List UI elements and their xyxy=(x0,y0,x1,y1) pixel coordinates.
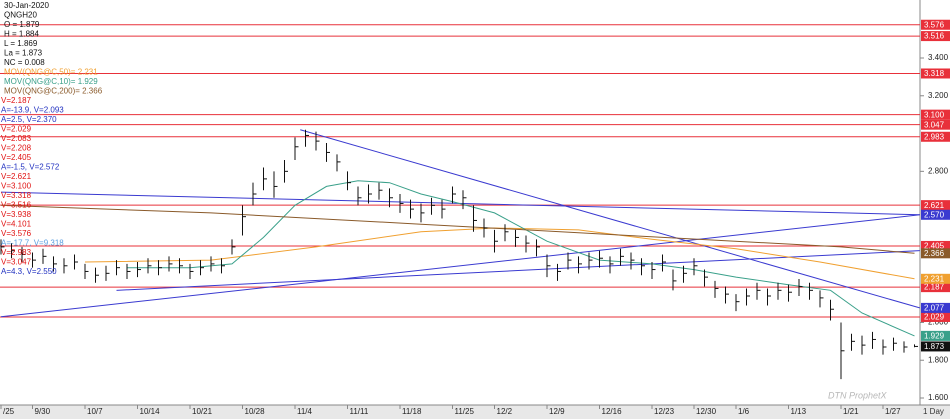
price-label-box xyxy=(921,109,950,120)
x-tick-label: 12/23 xyxy=(654,407,675,416)
price-label: 3.318 xyxy=(924,69,945,78)
price-label-box xyxy=(921,131,950,142)
y-tick-label: 1.600 xyxy=(928,393,949,402)
drawing-annotation: V=2.621 xyxy=(1,172,32,181)
drawing-annotation: A=-1.5, V=2.572 xyxy=(1,163,60,172)
trendline xyxy=(116,250,920,291)
watermark: DTN ProphetX xyxy=(828,390,888,400)
drawing-annotation: V=2.029 xyxy=(1,125,32,134)
price-label: 3.047 xyxy=(924,120,945,129)
price-label-box xyxy=(921,330,950,341)
drawing-annotation: A=2.5, V=2.370 xyxy=(1,115,57,124)
drawing-annotation: V=3.576 xyxy=(1,229,32,238)
drawing-annotation: V=2.405 xyxy=(1,153,32,162)
x-tick-label: /25 xyxy=(3,407,15,416)
price-label-box xyxy=(921,209,950,220)
price-label-box xyxy=(921,119,950,130)
drawing-annotation: V=2.208 xyxy=(1,144,32,153)
y-tick-label: 3.200 xyxy=(928,91,949,100)
x-tick-label: 11/4 xyxy=(297,407,313,416)
drawing-annotation: V=3.047 xyxy=(1,258,32,267)
x-tick-label: 1/13 xyxy=(791,407,807,416)
trendline xyxy=(0,214,920,318)
moving-average xyxy=(0,204,915,254)
info-line: La = 1.873 xyxy=(4,49,43,58)
price-label: 2.621 xyxy=(924,201,945,210)
y-tick-label: 1.800 xyxy=(928,355,949,364)
moving-average xyxy=(84,227,915,280)
x-tick-label: 11/25 xyxy=(455,407,475,416)
price-label-box xyxy=(921,200,950,211)
interval-label: 1 Day xyxy=(923,407,944,416)
study-legend: MOV(QNG@C,50)= 2.231 xyxy=(4,68,98,77)
drawing-annotation: V=3.938 xyxy=(1,210,32,219)
info-line: O = 1.879 xyxy=(4,20,40,29)
info-line: QNGH20 xyxy=(4,11,37,20)
price-label: 3.100 xyxy=(924,110,945,119)
price-label-box xyxy=(921,311,950,322)
price-label: 2.405 xyxy=(924,242,945,251)
price-label: 2.029 xyxy=(924,313,945,322)
drawing-annotation: V=3.516 xyxy=(1,201,32,210)
x-tick-label: 12/16 xyxy=(602,407,623,416)
drawing-annotation: A=4.3, V=2.550 xyxy=(1,267,57,276)
drawing-annotation: V=2.983 xyxy=(1,248,32,257)
price-label: 1.929 xyxy=(924,331,945,340)
x-tick-label: 10/21 xyxy=(192,407,213,416)
drawing-annotation: V=2.083 xyxy=(1,134,32,143)
price-label: 3.516 xyxy=(924,32,945,41)
price-label: 2.077 xyxy=(924,304,945,313)
trendline xyxy=(300,129,920,309)
price-label-box xyxy=(921,302,950,313)
price-label-box xyxy=(921,19,950,30)
price-label: 3.576 xyxy=(924,20,945,29)
x-tick-label: 1/27 xyxy=(885,407,901,416)
x-tick-label: 11/18 xyxy=(402,407,422,416)
drawing-annotation: A=-17.7, V=9.318 xyxy=(1,239,64,248)
info-line: H = 1.884 xyxy=(4,30,39,39)
price-label: 2.570 xyxy=(924,210,945,219)
drawing-annotation: V=3.100 xyxy=(1,182,32,191)
x-tick-label: 11/11 xyxy=(350,407,369,416)
price-label-box xyxy=(921,248,950,259)
x-tick-label: 1/6 xyxy=(738,407,750,416)
price-label-box xyxy=(921,282,950,293)
study-legend: MOV(QNG@C,200)= 2.366 xyxy=(4,87,103,96)
x-tick-label: 9/30 xyxy=(35,407,51,416)
price-label: 2.187 xyxy=(924,283,945,292)
x-tick-label: 12/30 xyxy=(696,407,717,416)
price-label-box xyxy=(921,341,950,352)
x-tick-label: 12/9 xyxy=(549,407,565,416)
info-line: L = 1.869 xyxy=(4,39,38,48)
study-legend: MOV(QNG@C,10)= 1.929 xyxy=(4,77,98,86)
info-line: 30-Jan-2020 xyxy=(4,1,49,10)
price-label: 2.983 xyxy=(924,132,945,141)
x-tick-label: 1/21 xyxy=(843,407,859,416)
x-tick-label: 10/7 xyxy=(87,407,103,416)
x-axis-band xyxy=(0,405,950,419)
drawing-annotation: A=-13.9, V=2.093 xyxy=(1,106,64,115)
price-label: 1.873 xyxy=(924,342,945,351)
drawing-annotation: V=3.318 xyxy=(1,191,32,200)
y-tick-label: 3.400 xyxy=(928,53,949,62)
drawing-annotation: V=4.101 xyxy=(1,220,32,229)
y-tick-label: 2.000 xyxy=(928,318,949,327)
price-label-box xyxy=(921,31,950,42)
price-label-box xyxy=(921,68,950,79)
x-tick-label: 10/14 xyxy=(140,407,161,416)
info-line: NC = 0.008 xyxy=(4,58,45,67)
x-tick-label: 12/2 xyxy=(497,407,513,416)
price-label-box xyxy=(921,240,950,251)
price-label: 2.366 xyxy=(924,249,945,258)
price-label: 2.231 xyxy=(924,274,945,283)
y-tick-label: 2.800 xyxy=(928,166,949,175)
x-tick-label: 10/28 xyxy=(245,407,266,416)
price-label-box xyxy=(921,273,950,284)
drawing-annotation: V=2.187 xyxy=(1,96,32,105)
plot-area xyxy=(0,0,920,405)
